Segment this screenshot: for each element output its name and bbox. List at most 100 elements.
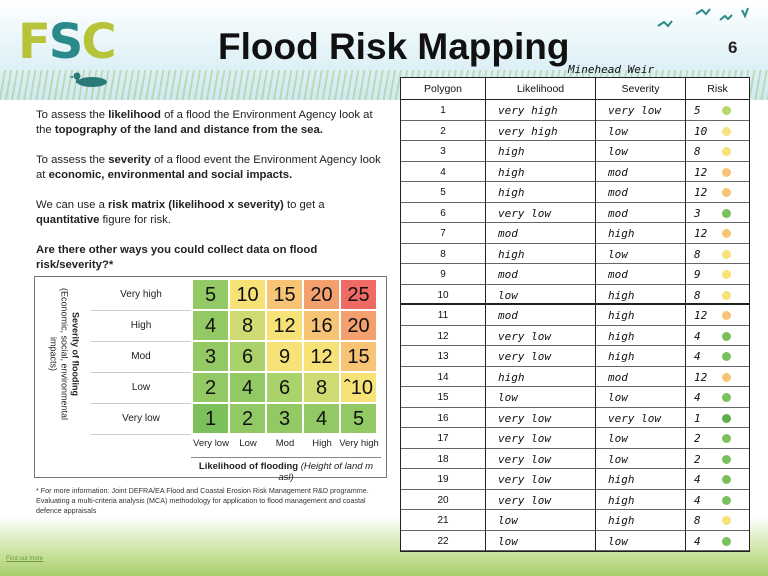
table-header-likelihood: Likelihood	[486, 78, 596, 100]
table-cell-polygon: 9	[401, 264, 486, 285]
table-cell-severity: high	[596, 223, 686, 244]
table-cell-severity: low	[596, 243, 686, 264]
risk-color-dot	[722, 167, 731, 177]
matrix-col-label: Low	[239, 438, 257, 449]
table-cell-severity: mod	[596, 161, 686, 182]
matrix-cell: 16	[303, 310, 340, 341]
risk-color-dot	[722, 475, 731, 484]
table-row: 2 very high low 10	[401, 120, 749, 141]
table-cell-severity: mod	[596, 182, 686, 203]
table-cell-risk: 2	[694, 452, 701, 466]
matrix-cell: ˆ10	[340, 372, 377, 403]
slide-number: 6	[728, 38, 738, 57]
matrix-cell: 3	[266, 403, 303, 434]
table-cell-likelihood: very low	[486, 469, 596, 490]
table-row: 10 low high 8	[401, 284, 749, 305]
find-out-more-link[interactable]: Find out more	[6, 556, 44, 562]
risk-color-dot	[722, 106, 731, 115]
logo-letter-s: S	[48, 14, 84, 70]
table-cell-severity: low	[596, 120, 686, 141]
table-cell-polygon: 18	[401, 448, 486, 469]
risk-color-dot	[722, 413, 731, 423]
table-cell-severity: low	[596, 530, 686, 551]
matrix-row-label: Very high	[91, 279, 191, 311]
table-cell-severity: high	[596, 510, 686, 531]
table-cell-polygon: 4	[401, 161, 486, 182]
table-cell-severity: high	[596, 469, 686, 490]
table-cell-severity: low	[596, 428, 686, 449]
risk-color-dot	[722, 536, 731, 546]
table-row: 11 mod high 12	[401, 305, 749, 326]
table-cell-risk: 8	[694, 247, 701, 261]
risk-color-dot	[722, 454, 731, 464]
table-cell-polygon: 19	[401, 469, 486, 490]
matrix-cell: 20	[303, 279, 340, 310]
table-cell-polygon: 22	[401, 530, 486, 551]
matrix-cell: 15	[340, 341, 377, 372]
matrix-cell: 1	[192, 403, 229, 434]
table-cell-likelihood: low	[486, 530, 596, 551]
table-cell-severity: high	[596, 346, 686, 367]
table-row: 1 very high very low 5	[401, 100, 749, 121]
table-cell-likelihood: high	[486, 141, 596, 162]
table-cell-severity: mod	[596, 366, 686, 387]
matrix-col-label: Very high	[339, 438, 379, 449]
risk-color-dot	[722, 372, 731, 382]
table-header-polygon: Polygon	[401, 78, 486, 100]
table-cell-risk: 4	[694, 391, 701, 404]
risk-color-dot	[722, 434, 731, 443]
risk-color-dot	[722, 270, 731, 279]
table-cell-polygon: 17	[401, 428, 486, 449]
table-row: 9 mod mod 9	[401, 264, 749, 285]
table-row: 16 very low very low 1	[401, 407, 749, 428]
table-cell-polygon: 11	[401, 305, 486, 326]
fsc-logo: FSC	[18, 14, 117, 70]
risk-color-dot	[722, 311, 731, 320]
matrix-cell: 12	[303, 341, 340, 372]
table-row: 13 very low high 4	[401, 346, 749, 367]
matrix-col-label: Mod	[275, 438, 295, 449]
matrix-row-label: High	[91, 310, 191, 342]
table-cell-likelihood: mod	[486, 223, 596, 244]
table-row: 22 low low 4	[401, 530, 749, 551]
matrix-y-axis: Severity of flooding (Economic, social, e…	[37, 277, 91, 432]
matrix-cell: 4	[303, 403, 340, 434]
table-row: 3 high low 8	[401, 141, 749, 162]
table-row: 15 low low 4	[401, 387, 749, 408]
matrix-cell: 15	[266, 279, 303, 310]
table-cell-likelihood: very high	[486, 100, 596, 121]
matrix-col-label: Very low	[193, 438, 229, 449]
table-cell-likelihood: low	[486, 510, 596, 531]
matrix-row-label: Very low	[91, 403, 191, 435]
table-cell-risk: 4	[694, 329, 701, 343]
table-cell-severity: high	[596, 305, 686, 326]
duck-icon	[69, 72, 107, 87]
matrix-cell: 5	[192, 279, 229, 310]
table-cell-likelihood: very low	[486, 202, 596, 223]
table-cell-risk: 10	[694, 124, 708, 138]
table-cell-likelihood: very low	[486, 448, 596, 469]
risk-color-dot	[722, 516, 731, 525]
risk-color-dot	[722, 188, 731, 197]
intro-paragraph-likelihood: To assess the likelihood of a flood the …	[36, 109, 373, 136]
table-cell-polygon: 21	[401, 510, 486, 531]
risk-color-dot	[722, 208, 731, 218]
table-cell-likelihood: very high	[486, 120, 596, 141]
table-cell-polygon: 14	[401, 366, 486, 387]
matrix-row-label: Low	[91, 372, 191, 404]
table-cell-risk: 4	[694, 350, 701, 363]
table-cell-risk: 12	[694, 309, 708, 322]
page-title: Flood Risk Mapping	[218, 26, 570, 67]
risk-color-dot	[722, 249, 731, 259]
table-cell-polygon: 13	[401, 346, 486, 367]
matrix-row-label: Mod	[91, 341, 191, 373]
matrix-cell: 8	[229, 310, 266, 341]
matrix-cell: 10	[229, 279, 266, 310]
table-cell-risk: 3	[694, 206, 701, 220]
table-row: 5 high mod 12	[401, 182, 749, 203]
table-cell-polygon: 20	[401, 489, 486, 510]
table-cell-risk: 12	[694, 370, 708, 384]
matrix-y-title: Severity of flooding (Economic, social, e…	[48, 287, 81, 421]
intro-paragraph-severity: To assess the severity of a flood event …	[36, 154, 381, 181]
table-cell-risk: 9	[694, 268, 701, 281]
